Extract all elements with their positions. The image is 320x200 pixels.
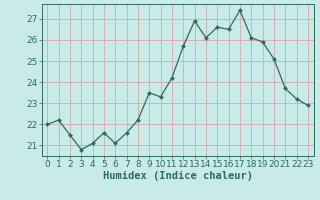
X-axis label: Humidex (Indice chaleur): Humidex (Indice chaleur)	[103, 171, 252, 181]
